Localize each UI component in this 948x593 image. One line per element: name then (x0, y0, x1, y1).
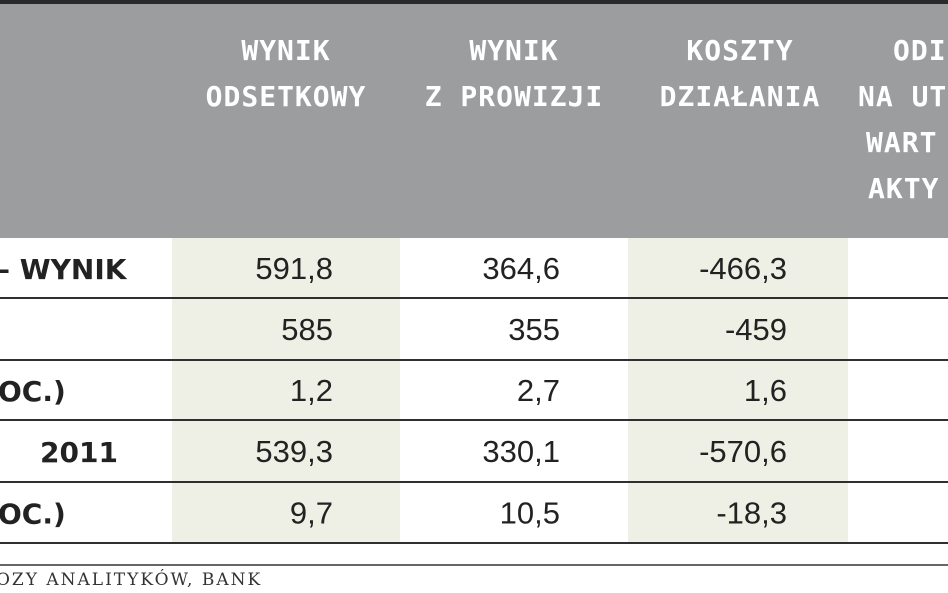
cell-value: 330,1 (482, 434, 560, 469)
column-header: ODSETKOWY (206, 80, 367, 113)
header-band (0, 4, 948, 238)
column-shade (628, 238, 848, 543)
cell-value: 10,5 (500, 496, 560, 531)
cell-value: 1,2 (290, 373, 333, 408)
cell-value: -466,3 (699, 251, 787, 286)
cell-value: -18,3 (716, 496, 787, 531)
top-border (0, 0, 948, 4)
column-header: KOSZTY (686, 34, 793, 67)
column-shade (172, 238, 400, 543)
cell-value: -459 (725, 312, 787, 347)
source-note: OZY ANALITYKÓW, BANK (0, 569, 262, 590)
cell-value: 2,7 (517, 373, 560, 408)
row-label: 2011 (40, 436, 118, 469)
column-header: ODI (893, 34, 947, 67)
column-header: WYNIK (469, 34, 558, 67)
cell-value: 364,6 (482, 251, 560, 286)
cell-value: 355 (508, 312, 560, 347)
column-header: AKTY (868, 172, 939, 205)
column-header: WART (866, 126, 937, 159)
column-header: WYNIK (241, 34, 330, 67)
cell-value: -570,6 (699, 434, 787, 469)
column-header: Z PROWIZJI (425, 80, 604, 113)
cell-value: 591,8 (255, 251, 333, 286)
cell-value: 585 (281, 312, 333, 347)
cell-value: 539,3 (255, 434, 333, 469)
row-label: OC.) (0, 498, 66, 531)
cell-value: 9,7 (290, 496, 333, 531)
column-header: DZIAŁANIA (660, 80, 821, 113)
cell-value: 1,6 (744, 373, 787, 408)
column-header: NA UT (858, 80, 947, 113)
row-label: – WYNIK (0, 253, 128, 286)
row-label: OC.) (0, 375, 66, 408)
